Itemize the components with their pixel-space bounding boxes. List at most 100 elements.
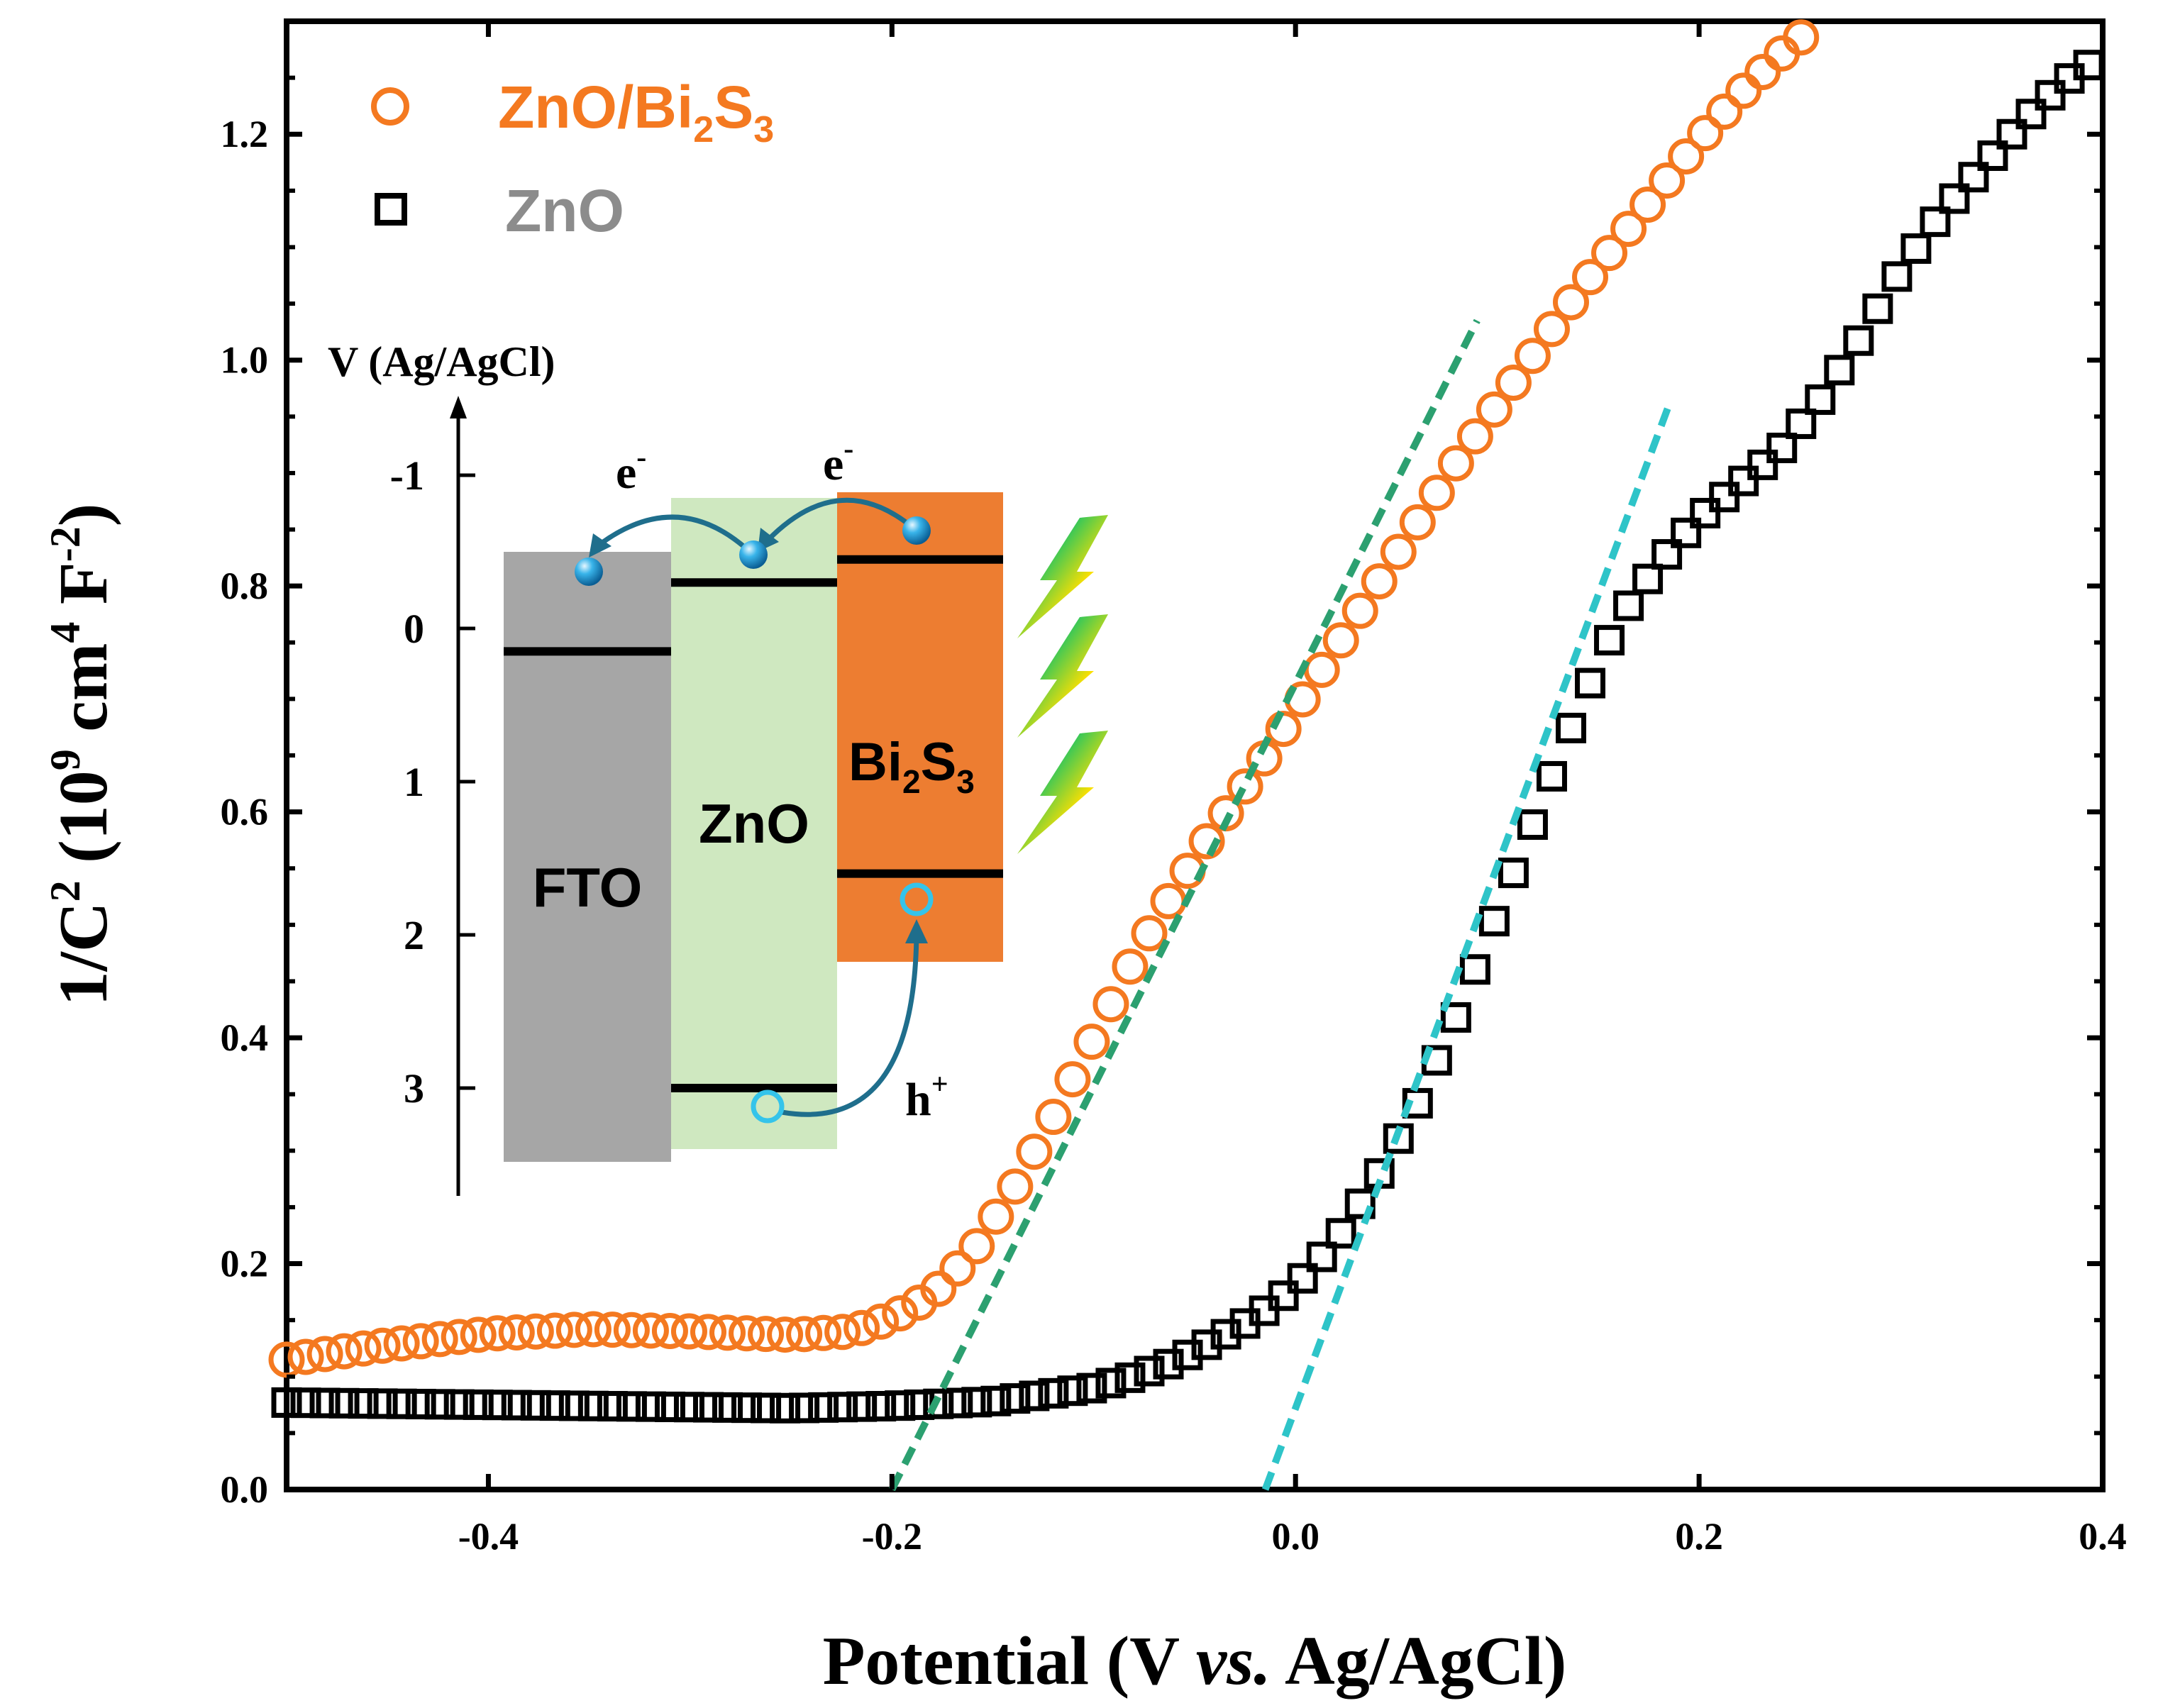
band-level-lines: [504, 555, 1003, 1092]
data-point: [1687, 115, 1724, 152]
bi2s3-block-label: Bi2S3: [848, 732, 975, 800]
data-point: [1134, 1355, 1165, 1387]
inset-scale-tick-label: 2: [404, 912, 424, 958]
data-point: [441, 1319, 477, 1355]
inset-axis-title: V (Ag/AgCl): [328, 338, 555, 385]
data-point: [789, 1392, 820, 1424]
data-point: [692, 1392, 724, 1423]
data-point: [863, 1303, 900, 1340]
y-axis-ticks: 0.0 0.2 0.4 0.6 0.8 1.0 1.2: [221, 75, 2103, 1511]
data-point: [635, 1391, 666, 1422]
data-point: [729, 1315, 765, 1352]
data-point: [1744, 53, 1781, 90]
data-point: [558, 1390, 590, 1421]
zno-block-label: ZnO: [699, 792, 809, 855]
data-point: [939, 1250, 976, 1287]
data-point: [575, 1311, 612, 1348]
x-tick-label: 0.2: [1675, 1515, 1723, 1558]
data-point: [808, 1392, 839, 1423]
data-point: [424, 1389, 455, 1420]
data-point: [1843, 325, 1874, 356]
data-point: [1344, 1188, 1376, 1219]
data-point: [1824, 355, 1855, 386]
legend: ZnO/Bi2S3 ZnO: [371, 74, 774, 244]
y-tick-label: 0.2: [221, 1243, 269, 1285]
data-point: [885, 1390, 916, 1421]
data-point: [767, 1316, 804, 1353]
data-point: [882, 1295, 919, 1332]
data-point: [1651, 539, 1683, 570]
data-point: [306, 1336, 343, 1372]
data-point: [1476, 391, 1512, 428]
legend-label-zno-bi2s3: ZnO/Bi2S3: [498, 74, 774, 150]
data-point: [271, 1387, 302, 1418]
data-point: [843, 1309, 880, 1346]
electron-fto: [575, 558, 603, 586]
data-point: [1306, 1241, 1337, 1272]
data-point: [1016, 1133, 1053, 1170]
data-point: [594, 1312, 631, 1348]
fto-label: FTO: [533, 856, 643, 919]
light-bolt-icon: [1017, 614, 1108, 738]
data-point: [517, 1313, 554, 1350]
data-point: [1668, 138, 1705, 174]
data-point: [1766, 432, 1798, 463]
data-point: [1361, 563, 1398, 600]
data-point: [1706, 93, 1743, 130]
data-point: [1172, 1339, 1203, 1370]
inset-scale-arrowhead: [450, 396, 467, 418]
data-point: [498, 1314, 535, 1351]
data-point: [613, 1312, 650, 1348]
data-point: [673, 1392, 704, 1423]
data-point: [1572, 259, 1609, 296]
x-tick-label: 0.0: [1271, 1515, 1319, 1558]
data-point: [1900, 233, 1932, 264]
inset-scale-ticks: -1 0 1 2 3: [390, 453, 475, 1111]
y-axis-title: 1/C2 (109 cm4 F-2): [42, 504, 122, 1006]
data-point: [1153, 1348, 1184, 1380]
data-point: [1265, 711, 1302, 748]
data-point: [997, 1168, 1034, 1205]
data-point: [770, 1392, 801, 1424]
data-point: [326, 1333, 363, 1370]
data-point: [2035, 79, 2066, 111]
y-tick-label: 0.0: [221, 1468, 269, 1511]
data-point: [1555, 712, 1586, 743]
x-tick-label: 0.4: [2079, 1515, 2127, 1558]
data-point: [1671, 517, 1702, 548]
data-point: [1495, 365, 1532, 401]
band-diagram-inset: V (Ag/AgCl) -1 0 1 2 3 FTO ZnO Bi2S3 e- e- h…: [328, 338, 1108, 1196]
data-point: [709, 1314, 746, 1351]
inset-scale-tick-label: -1: [390, 453, 424, 499]
y-tick-label: 1.0: [221, 339, 269, 382]
data-point: [616, 1391, 647, 1422]
series-zno: [271, 50, 2104, 1424]
data-point: [1341, 592, 1378, 629]
data-point: [690, 1314, 726, 1351]
data-point: [463, 1389, 494, 1420]
data-point: [786, 1316, 823, 1353]
data-point: [1725, 72, 1762, 109]
y-tick-label: 1.2: [221, 113, 269, 155]
data-point: [923, 1388, 954, 1419]
data-point: [978, 1198, 1014, 1235]
hole-bi2s3: [900, 882, 934, 916]
data-point: [1057, 1375, 1088, 1407]
data-point: [751, 1392, 782, 1424]
data-point: [1268, 1280, 1299, 1312]
electron-bi2s3: [902, 516, 931, 545]
data-point: [1728, 465, 1759, 497]
hole-label: h+: [905, 1068, 948, 1126]
fit-line-layer: [888, 318, 1673, 1492]
x-tick-label: -0.4: [458, 1515, 519, 1558]
data-point: [501, 1390, 532, 1421]
data-point: [520, 1390, 551, 1421]
data-point: [1227, 768, 1263, 805]
data-point: [958, 1228, 995, 1265]
data-point: [1322, 622, 1359, 659]
data-point: [1591, 235, 1628, 272]
x-axis-title: Potential (V vs. Ag/AgCl): [823, 1623, 1567, 1699]
data-point: [1881, 261, 1913, 292]
inset-scale-tick-label: 0: [404, 606, 424, 652]
legend-marker-zno-bi2s3: [371, 87, 409, 126]
